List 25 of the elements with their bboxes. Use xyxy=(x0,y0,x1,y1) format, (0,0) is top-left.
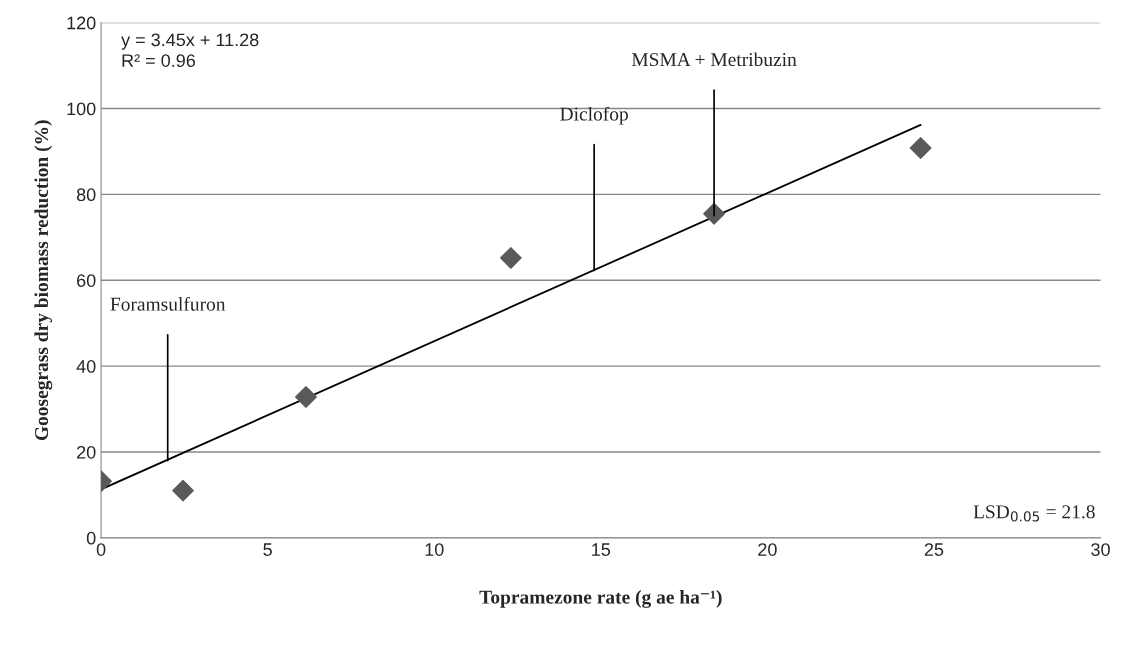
point xyxy=(295,386,317,408)
y-axis-title: Goosegrass dry biomass reduction (%) xyxy=(34,120,53,441)
x-axis-title: Topramezone rate (g ae ha⁻¹) xyxy=(479,590,722,608)
x-tick-label: 15 xyxy=(592,543,611,556)
annotation: MSMA + Metribuzin xyxy=(631,52,797,67)
y-tick-label: 80 xyxy=(76,188,96,202)
point xyxy=(909,137,932,159)
x-tick-label: 0 xyxy=(96,543,106,556)
annotation: y = 3.45x + 11.28 R² = 0.96 xyxy=(121,33,259,67)
x-tick-label: 25 xyxy=(924,543,944,556)
annotation: LSD$_{0.05}$ = 21.8 xyxy=(973,505,1095,522)
y-tick-label: 120 xyxy=(67,16,96,30)
point xyxy=(499,247,522,269)
x-tick-label: 10 xyxy=(425,543,444,556)
annotation: Foramsulfuron xyxy=(110,296,226,311)
point xyxy=(172,479,194,502)
x-tick-label: 20 xyxy=(758,543,777,556)
x-tick-label: 5 xyxy=(263,543,272,556)
annotation: Diclofop xyxy=(560,106,628,125)
y-tick-label: 100 xyxy=(67,102,96,116)
y-tick-label: 0 xyxy=(86,531,96,545)
y-tick-label: 60 xyxy=(77,274,96,287)
y-tick-label: 20 xyxy=(77,445,96,459)
x-tick-label: 30 xyxy=(1091,543,1110,556)
y-tick-label: 40 xyxy=(76,360,96,373)
